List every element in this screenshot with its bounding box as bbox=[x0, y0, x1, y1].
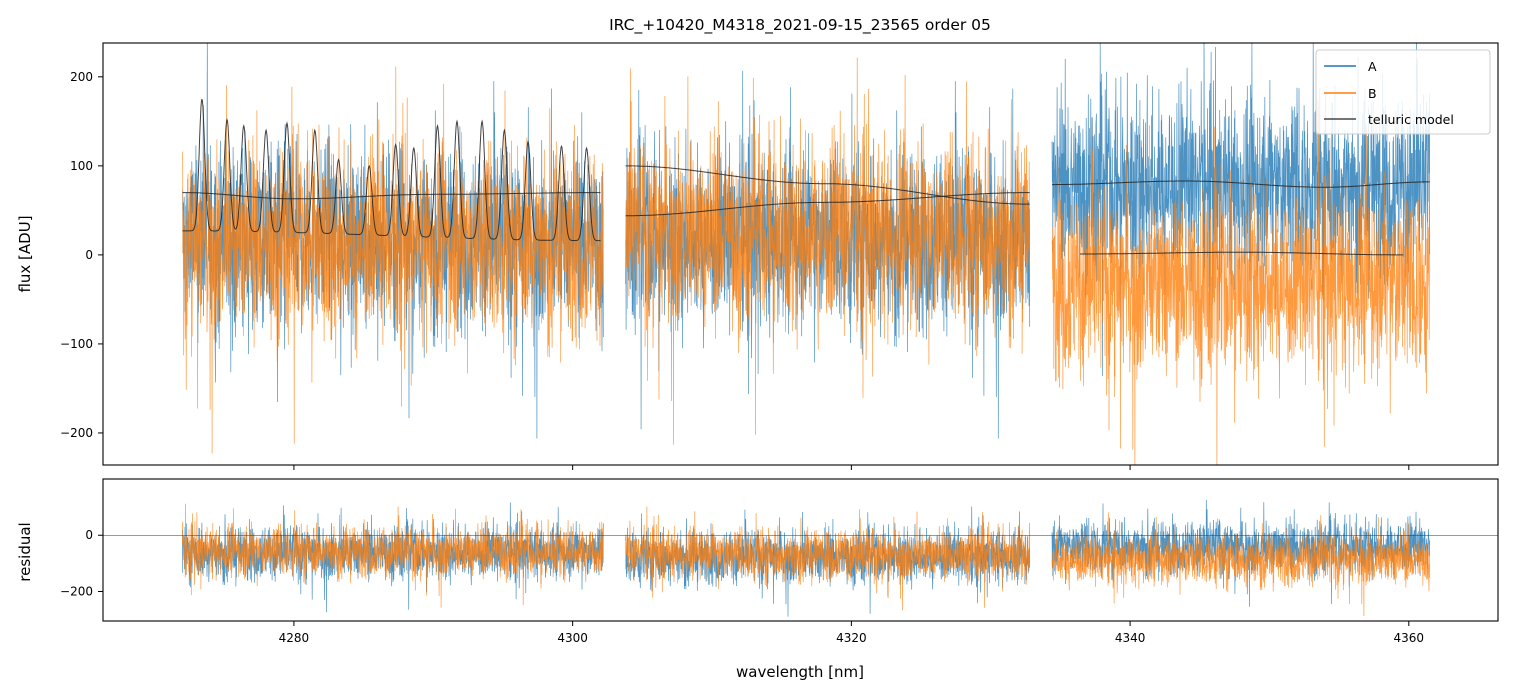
y-tick-label: −100 bbox=[60, 337, 93, 351]
legend-label-a: A bbox=[1368, 59, 1377, 74]
legend: A B telluric model bbox=[1315, 49, 1491, 135]
telluric-model-line bbox=[182, 192, 601, 200]
y-tick-label: 0 bbox=[85, 248, 93, 262]
series-b-line bbox=[625, 57, 1031, 445]
y-tick-label: 200 bbox=[70, 70, 93, 84]
telluric-model-line bbox=[625, 192, 1030, 217]
residual-panel: 0 −200 4280 4300 4320 4340 4360 residual bbox=[16, 478, 1499, 645]
series-b-line bbox=[1051, 106, 1431, 465]
y-tick-label: 0 bbox=[85, 528, 93, 542]
flux-panel-frame bbox=[102, 42, 1499, 466]
residual-panel-frame bbox=[102, 478, 1499, 622]
series-b-line bbox=[182, 503, 604, 608]
telluric-model-line bbox=[1052, 180, 1430, 188]
residual-x-ticks: 4280 4300 4320 4340 4360 bbox=[279, 621, 1424, 645]
flux-y-ticks: 200 100 0 −100 −200 bbox=[60, 70, 103, 440]
y-tick-label: −200 bbox=[60, 426, 93, 440]
x-axis-label: wavelength [nm] bbox=[736, 663, 864, 681]
residual-ylabel: residual bbox=[16, 522, 34, 581]
series-b-line bbox=[1051, 512, 1431, 617]
x-tick-label: 4320 bbox=[836, 631, 867, 645]
flux-ylabel: flux [ADU] bbox=[16, 215, 34, 292]
x-tick-label: 4280 bbox=[279, 631, 310, 645]
residual-series-group bbox=[103, 499, 1498, 617]
telluric-model-line bbox=[1079, 251, 1404, 256]
flux-panel: 200 100 0 −100 −200 flux [ADU] bbox=[16, 42, 1499, 470]
y-tick-label: 100 bbox=[70, 159, 93, 173]
series-b-line bbox=[625, 506, 1031, 611]
chart-title: IRC_+10420_M4318_2021-09-15_23565 order … bbox=[609, 16, 991, 35]
x-tick-label: 4300 bbox=[557, 631, 588, 645]
x-tick-label: 4360 bbox=[1394, 631, 1425, 645]
residual-y-ticks: 0 −200 bbox=[60, 528, 103, 598]
legend-label-telluric: telluric model bbox=[1368, 112, 1454, 127]
telluric-model-line bbox=[625, 165, 1030, 205]
legend-frame bbox=[1315, 49, 1491, 135]
flux-x-ticks bbox=[293, 465, 1410, 470]
x-tick-label: 4340 bbox=[1115, 631, 1146, 645]
flux-series-group bbox=[182, 43, 1431, 465]
telluric-model-line bbox=[182, 98, 601, 242]
legend-label-b: B bbox=[1368, 86, 1377, 101]
series-b-line bbox=[182, 66, 604, 454]
y-tick-label: −200 bbox=[60, 584, 93, 598]
